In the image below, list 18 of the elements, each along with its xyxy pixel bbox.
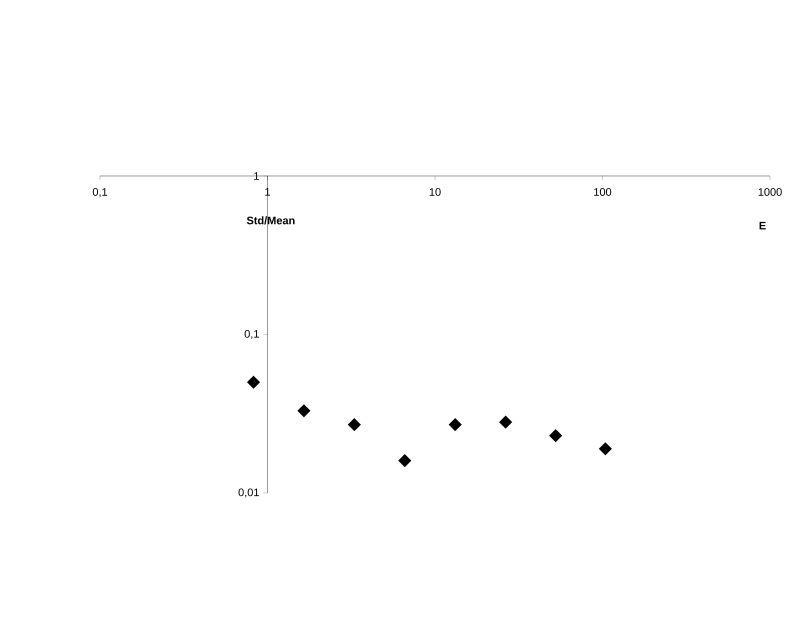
point — [499, 416, 512, 429]
x-axis-title: E — [760, 222, 766, 230]
point — [297, 404, 310, 418]
y-tick-label: 1 — [254, 172, 259, 180]
point — [448, 418, 462, 432]
point — [598, 442, 612, 456]
x-tick-label: 100 — [594, 188, 612, 196]
point — [398, 454, 412, 468]
x-tick-label: 0,1 — [92, 188, 108, 198]
point — [348, 418, 361, 432]
point — [549, 429, 562, 442]
y-axis-title: Std/Mean — [246, 216, 295, 224]
y-tick-label: 0,01 — [238, 488, 259, 498]
x-tick-label: 1 — [265, 188, 270, 196]
y-tick-label: 0,1 — [244, 330, 259, 340]
point — [246, 376, 260, 389]
x-tick-label: 1000 — [758, 188, 782, 196]
x-tick-label: 10 — [430, 188, 441, 196]
